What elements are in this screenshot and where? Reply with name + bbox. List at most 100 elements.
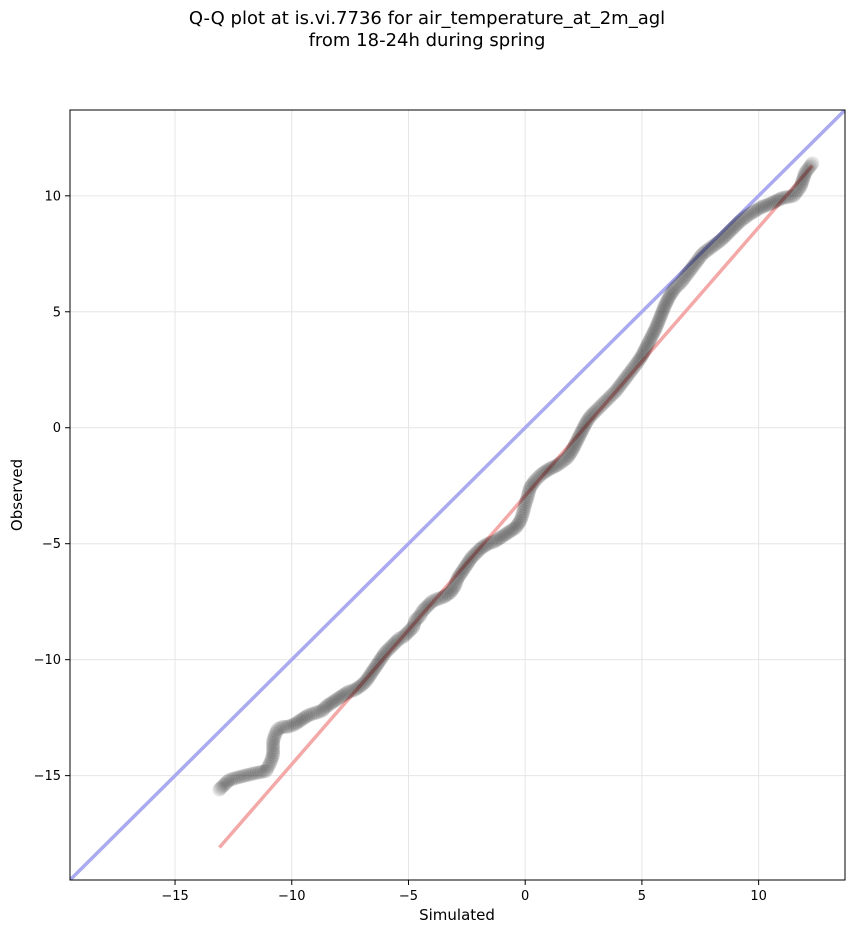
data-point xyxy=(617,372,632,387)
data-point xyxy=(637,343,652,358)
data-point xyxy=(746,205,761,220)
data-point xyxy=(631,354,646,369)
data-point xyxy=(598,394,613,409)
data-point xyxy=(403,623,418,638)
data-point xyxy=(593,399,608,414)
data-point xyxy=(773,192,788,207)
data-point xyxy=(685,259,700,274)
data-point xyxy=(568,436,583,451)
data-point xyxy=(366,663,381,678)
data-point xyxy=(633,350,648,365)
data-point xyxy=(738,210,753,225)
data-point xyxy=(571,430,586,445)
data-point xyxy=(288,716,303,731)
data-point xyxy=(687,257,702,272)
data-point xyxy=(445,581,460,596)
data-point xyxy=(512,515,527,530)
data-point xyxy=(580,414,595,429)
data-point xyxy=(347,682,362,697)
data-point xyxy=(459,557,474,572)
data-point xyxy=(722,225,737,240)
data-point xyxy=(517,501,532,516)
data-point xyxy=(218,776,233,791)
data-point xyxy=(708,237,723,252)
data-point xyxy=(680,267,695,282)
data-point xyxy=(231,770,246,785)
data-point xyxy=(431,591,446,606)
data-point xyxy=(652,313,667,328)
data-point xyxy=(574,425,589,440)
chart-title: Q-Q plot at is.vi.7736 for air_temperatu… xyxy=(0,8,854,52)
data-point xyxy=(802,160,817,175)
data-point xyxy=(266,738,281,753)
data-point xyxy=(294,712,309,727)
data-point xyxy=(589,402,604,417)
data-point xyxy=(339,686,354,701)
data-point xyxy=(607,385,622,400)
x-tick-label: −10 xyxy=(278,889,305,904)
data-point xyxy=(575,423,590,438)
data-point xyxy=(792,181,807,196)
data-point xyxy=(462,554,477,569)
data-point xyxy=(254,764,269,779)
data-point xyxy=(407,615,422,630)
data-point xyxy=(421,597,436,612)
data-point xyxy=(349,681,364,696)
data-point xyxy=(503,523,518,538)
data-point xyxy=(513,513,528,528)
x-axis-ticks: −15 −10 −5 0 5 10 xyxy=(161,880,767,904)
data-point xyxy=(424,594,439,609)
data-point xyxy=(659,295,674,310)
data-point xyxy=(666,283,681,298)
data-point xyxy=(382,641,397,656)
data-point xyxy=(725,222,740,237)
data-point xyxy=(729,217,744,232)
data-point xyxy=(455,564,470,579)
data-point xyxy=(266,736,281,751)
data-point xyxy=(489,533,504,548)
data-point xyxy=(427,593,442,608)
data-point xyxy=(718,228,733,243)
data-point xyxy=(661,292,676,307)
data-point xyxy=(694,248,709,263)
data-point xyxy=(406,617,421,632)
data-point xyxy=(297,710,312,725)
data-point xyxy=(526,475,541,490)
data-point xyxy=(600,392,615,407)
data-point xyxy=(303,707,318,722)
data-point xyxy=(221,773,236,788)
data-point xyxy=(493,530,508,545)
data-point xyxy=(392,631,407,646)
data-point xyxy=(240,768,255,783)
data-point xyxy=(538,464,553,479)
data-point xyxy=(586,406,601,421)
data-point xyxy=(752,201,767,216)
data-point xyxy=(364,666,379,681)
data-point xyxy=(265,750,280,765)
data-point xyxy=(340,685,355,700)
data-point xyxy=(361,670,376,685)
data-point xyxy=(287,717,302,732)
data-point xyxy=(247,766,262,781)
data-point xyxy=(731,215,746,230)
data-point xyxy=(717,229,732,244)
data-point xyxy=(259,763,274,778)
data-point xyxy=(562,447,577,462)
data-point xyxy=(565,442,580,457)
data-point xyxy=(803,158,818,173)
data-point xyxy=(408,613,423,628)
data-point xyxy=(641,335,656,350)
data-point xyxy=(466,549,481,564)
data-point xyxy=(539,463,554,478)
data-point xyxy=(578,416,593,431)
data-point xyxy=(228,770,243,785)
data-point xyxy=(649,319,664,334)
data-point xyxy=(238,768,253,783)
y-tick-label: 10 xyxy=(44,189,61,204)
data-point xyxy=(564,443,579,458)
data-point xyxy=(577,417,592,432)
data-point xyxy=(609,383,624,398)
data-point xyxy=(515,506,530,521)
data-point xyxy=(624,363,639,378)
